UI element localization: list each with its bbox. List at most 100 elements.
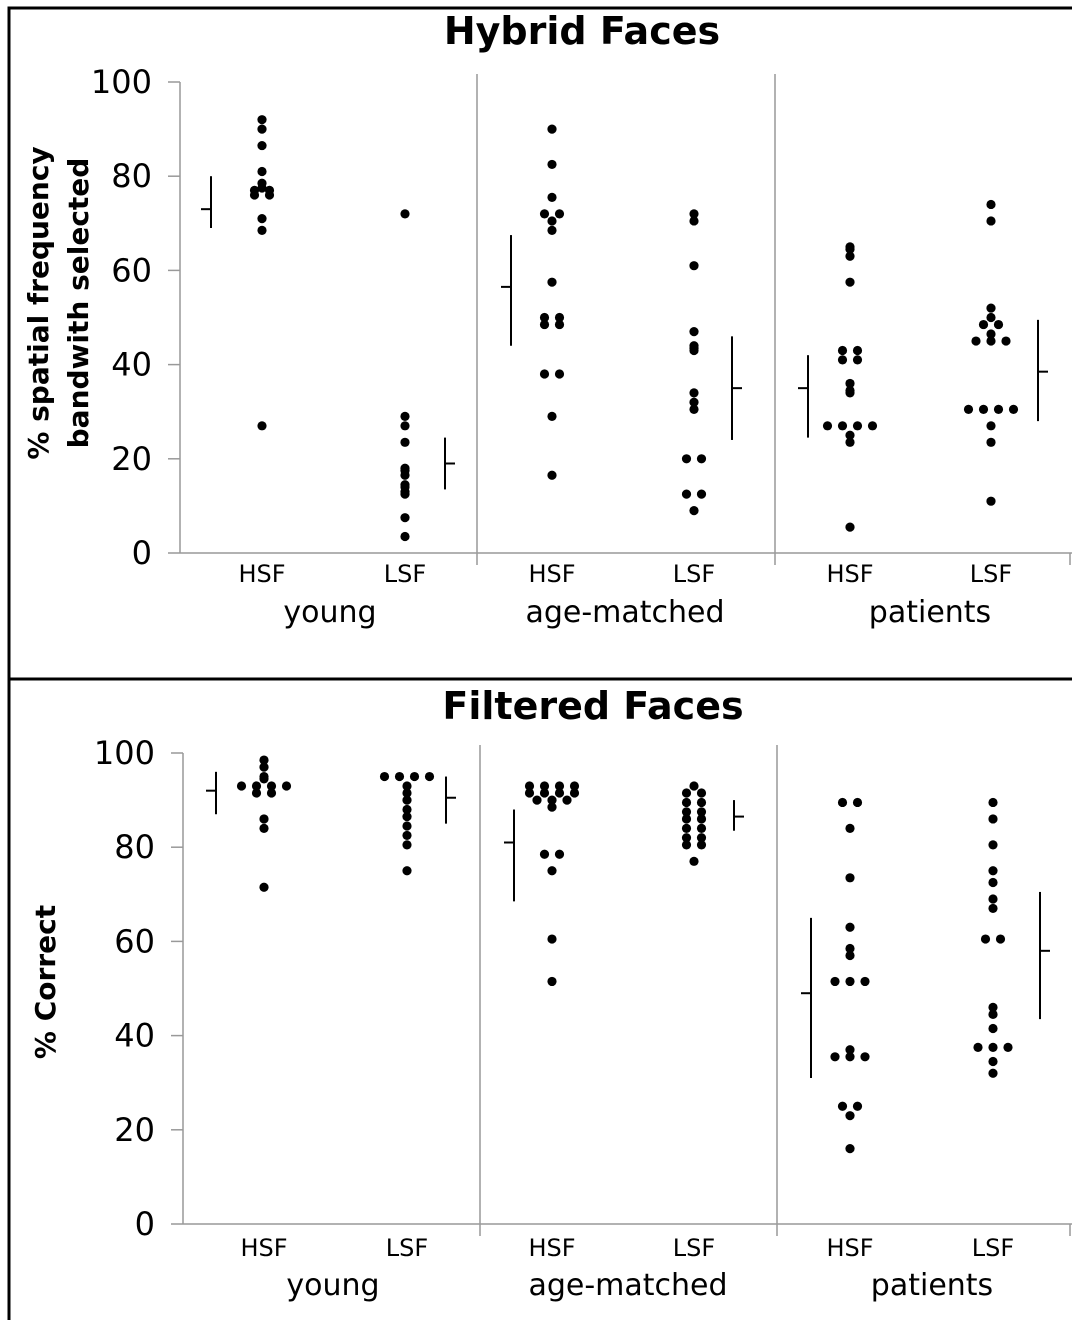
data-point [547,934,557,944]
data-point [251,788,262,798]
data-point [689,506,699,516]
data-point [402,821,412,831]
data-point [524,781,535,791]
data-point [400,489,410,499]
data-point [554,369,565,379]
data-point [689,856,699,866]
data-point [988,1023,998,1034]
data-point [257,421,267,431]
y-tick-label: 20 [111,440,152,478]
data-point [547,470,557,480]
data-point [845,950,855,961]
group-label-patients: patients [871,1268,993,1303]
data-point [852,797,863,808]
category-label-lsf: LSF [972,1234,1014,1262]
data-point [259,762,269,772]
data-point [394,771,405,782]
category-label-lsf: LSF [384,560,426,588]
data-point [681,788,692,798]
y-tick-label: 40 [114,1017,155,1055]
data-point [988,1042,998,1052]
category-label-hsf: HSF [528,560,575,588]
data-point [845,388,855,398]
data-point [973,1042,983,1052]
data-point [845,823,855,833]
data-point [257,124,267,134]
data-point [547,802,557,812]
data-point [845,1045,855,1055]
data-point [554,209,565,219]
data-point [259,814,269,824]
data-point [845,277,855,287]
data-point [986,421,996,431]
data-point [257,166,267,177]
category-label-hsf: HSF [826,1234,873,1262]
data-point [988,814,998,824]
data-point [837,1101,848,1111]
data-point [867,421,878,431]
data-point [852,345,863,356]
y-tick-label: 80 [111,157,152,195]
data-point [400,411,410,422]
data-point [400,437,410,447]
data-point [978,319,989,330]
data-point [986,336,996,346]
data-point [845,437,855,447]
category-label-hsf: HSF [240,1234,287,1262]
y-tick-label: 60 [114,922,155,960]
data-point [1008,404,1019,414]
data-point [402,811,412,822]
data-point [986,496,996,506]
group-label-patients: patients [869,595,991,630]
data-point [689,216,699,226]
data-point [681,833,692,843]
data-point [400,209,410,219]
data-point [845,378,855,389]
data-point [539,369,550,379]
data-point [400,421,410,431]
data-point [689,404,699,414]
data-point [539,781,550,791]
data-point [986,199,996,210]
data-point [837,797,848,808]
data-point [988,903,998,914]
data-point [681,814,692,824]
data-point [259,882,269,892]
data-point [400,531,410,542]
category-label-lsf: LSF [673,560,715,588]
y-axis-label-line-1: % spatial frequency [22,146,55,459]
data-point [681,807,692,817]
data-point [993,404,1004,414]
y-tick-label: 0 [135,1205,155,1243]
data-point [547,159,557,170]
data-point [696,788,707,798]
data-point [681,454,692,464]
data-point [681,823,692,833]
data-point [257,183,267,193]
data-point [689,261,699,271]
category-label-lsf: LSF [673,1234,715,1262]
data-point [402,840,412,850]
category-label-lsf: LSF [970,560,1012,588]
data-point [986,303,996,313]
category-label-hsf: HSF [528,1234,575,1262]
data-point [993,319,1004,330]
group-label-age-matched: age-matched [525,595,724,630]
data-point [995,934,1006,944]
y-tick-label: 0 [132,534,152,572]
data-point [259,755,269,765]
data-point [986,312,996,323]
data-point [569,781,580,791]
data-point [400,513,410,523]
data-point [845,522,855,532]
data-point [681,797,692,808]
data-point [963,404,974,414]
y-axis-label: % Correct [29,905,62,1059]
data-point [539,319,550,330]
y-tick-label: 20 [114,1111,155,1149]
data-point [524,788,535,798]
data-point [251,781,262,791]
data-point [696,833,707,843]
data-point [547,277,557,287]
data-point [554,788,565,798]
